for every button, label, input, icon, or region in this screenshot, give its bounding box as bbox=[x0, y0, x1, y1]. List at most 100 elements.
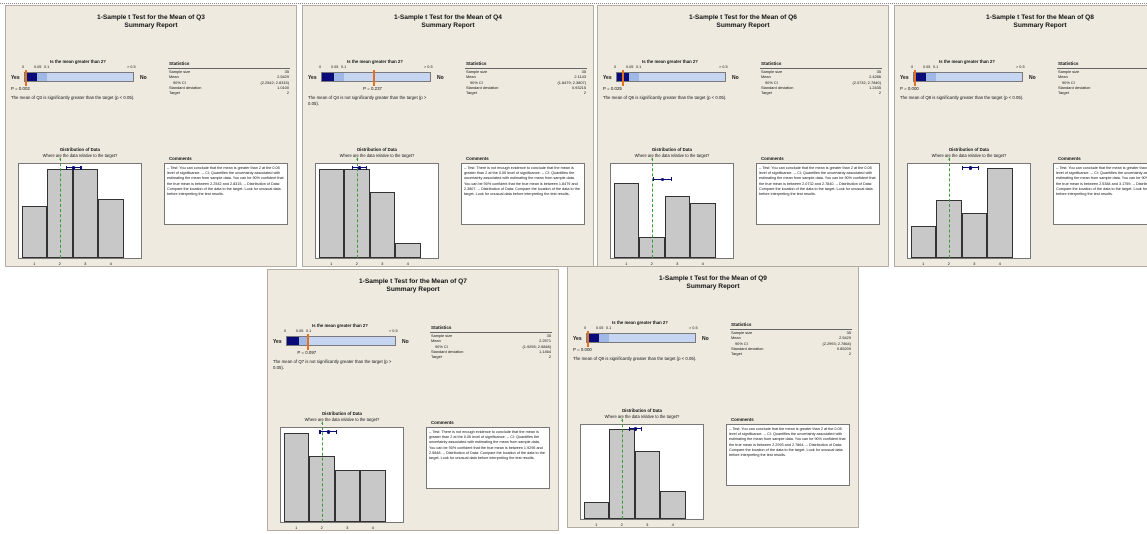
histogram-bar bbox=[660, 490, 686, 519]
p-value-marker bbox=[914, 70, 916, 86]
histogram-chart: 1 2 3 4 2 bbox=[280, 421, 404, 530]
p-value-text: P = 0.000 bbox=[573, 347, 592, 352]
statistics-value: 35 bbox=[546, 333, 551, 338]
report-title-main: 1-Sample t Test for the Mean of Q9 bbox=[659, 275, 767, 282]
statistics-table: Sample size 35 Mean 2.4286 90% CI (2.0732; 2.… bbox=[760, 68, 882, 95]
statistics-value: (1.9295; 2.5848) bbox=[522, 343, 551, 349]
ci-upper-cap bbox=[80, 165, 82, 170]
statistics-value: 2.5429 bbox=[839, 335, 851, 341]
histogram-bar bbox=[690, 203, 716, 258]
distribution-subtitle: Where are the data relative to the targe… bbox=[304, 417, 380, 422]
report-title: 1-Sample t Test for the Mean of Q3 Summar… bbox=[6, 14, 296, 29]
yes-label: Yes bbox=[603, 75, 612, 81]
yes-label: Yes bbox=[900, 75, 909, 81]
ci-lower-cap bbox=[352, 165, 354, 170]
statistics-table: Sample size 35 Mean 2.5429 90% CI (2.2993; 2.… bbox=[730, 329, 852, 356]
p-value-text: P = 0.097 bbox=[297, 350, 317, 355]
pvalue-scale-tick-label: 0 bbox=[614, 65, 617, 69]
histogram-bar bbox=[334, 470, 360, 522]
statistics-value: 2.1143 bbox=[574, 74, 586, 80]
comments-heading: Comments bbox=[431, 420, 454, 425]
statistics-row: 90% CI (2.0732; 2.7840) bbox=[760, 80, 882, 85]
histogram-x-tick: 3 bbox=[676, 261, 679, 266]
statistics-key: 90% CI bbox=[470, 79, 483, 85]
histogram-chart: 1 2 3 4 2 bbox=[315, 157, 439, 266]
target-line-label: 2 bbox=[320, 421, 323, 425]
statistics-key: Standard deviation bbox=[431, 348, 464, 354]
histogram-bar bbox=[21, 206, 47, 258]
no-label: No bbox=[437, 75, 444, 81]
histogram-x-tick: 1 bbox=[295, 525, 298, 530]
conclusion-text: The mean of Q4 is not significantly grea… bbox=[308, 95, 427, 107]
statistics-key: Target bbox=[169, 90, 180, 96]
statistics-row: Standard deviation 0.85209 bbox=[730, 346, 852, 351]
pvalue-scale-tick-label: 0.1 bbox=[636, 65, 642, 69]
conclusion-text: The mean of Q8 is significantly greater … bbox=[900, 95, 1024, 100]
ci-lower-cap bbox=[653, 177, 655, 182]
pvalue-scale-tick-label: 0 bbox=[911, 65, 914, 69]
statistics-row: 90% CI (1.9295; 2.5848) bbox=[430, 344, 552, 349]
comments-box: -- Test: There is not enough evidence to… bbox=[461, 163, 585, 225]
conclusion-text: The mean of Q3 is significantly greater … bbox=[11, 95, 135, 100]
comments-box: -- Test: You can conclude that the mean … bbox=[756, 163, 880, 225]
significant-zone bbox=[287, 337, 299, 345]
statistics-table: Sample size 35 Mean 2.2571 90% CI (1.9295; 2.… bbox=[430, 332, 552, 359]
report-title-main: 1-Sample t Test for the Mean of Q4 bbox=[394, 14, 502, 21]
top-dotted-border bbox=[0, 3, 1147, 4]
statistics-heading: Statistics bbox=[169, 61, 190, 66]
statistics-row: Standard deviation 0.93215 bbox=[465, 85, 587, 90]
target-line-label: 2 bbox=[947, 157, 950, 161]
histogram-x-tick: 2 bbox=[947, 261, 950, 266]
distribution-subtitle: Where are the data relative to the targe… bbox=[339, 153, 415, 158]
comments-heading: Comments bbox=[731, 417, 754, 422]
comments-heading: Comments bbox=[169, 156, 192, 161]
statistics-value: (2.2542; 2.8315) bbox=[260, 79, 289, 85]
significant-zone bbox=[587, 334, 599, 342]
ci-upper-cap bbox=[671, 177, 673, 182]
sample-mean-dot bbox=[660, 177, 665, 182]
ci-upper-cap bbox=[365, 165, 368, 170]
histogram-x-tick: 3 bbox=[346, 525, 349, 530]
pvalue-scale-tick-label: 0.05 bbox=[296, 329, 304, 333]
comments-box: -- Test: You can conclude that the mean … bbox=[164, 163, 288, 225]
statistics-row: Mean 2.1143 bbox=[465, 74, 587, 79]
statistics-key: Target bbox=[431, 354, 442, 360]
statistics-row: 90% CI (2.2993; 2.7864) bbox=[730, 341, 852, 346]
p-value-marker bbox=[587, 331, 589, 347]
statistics-key: Target bbox=[731, 351, 742, 357]
summary-report-panel: 1-Sample t Test for the Mean of Q3 Summar… bbox=[5, 5, 297, 267]
statistics-heading: Statistics bbox=[431, 325, 452, 330]
conclusion-text: The mean of Q7 is not significantly grea… bbox=[273, 359, 392, 371]
sample-mean-dot bbox=[357, 166, 362, 170]
histogram-bar bbox=[583, 502, 609, 519]
histogram-x-tick: 4 bbox=[671, 522, 674, 527]
histogram-bar bbox=[98, 198, 124, 258]
statistics-value: (2.0732; 2.7840) bbox=[852, 79, 881, 85]
borderline-zone bbox=[926, 73, 936, 81]
statistics-row: Standard deviation 1.0100 bbox=[168, 85, 290, 90]
confidence-interval bbox=[319, 429, 338, 434]
histogram-x-tick: 1 bbox=[330, 261, 333, 266]
statistics-row: Standard deviation 1.1464 bbox=[430, 349, 552, 354]
target-line-label: 2 bbox=[650, 157, 653, 161]
pvalue-scale-bar bbox=[913, 70, 1023, 86]
histogram-x-tick: 4 bbox=[109, 261, 112, 266]
histogram-x-tick: 3 bbox=[381, 261, 384, 266]
statistics-key: Mean bbox=[466, 74, 476, 80]
p-value-text: P = 0.237 bbox=[363, 86, 382, 91]
histogram-bar bbox=[318, 169, 344, 258]
histogram-x-tick: 4 bbox=[701, 261, 704, 266]
p-value-text: P = 0.000 bbox=[900, 86, 919, 91]
summary-report-panel: 1-Sample t Test for the Mean of Q6 Summar… bbox=[597, 5, 889, 267]
significant-zone bbox=[25, 73, 37, 81]
distribution-title: Distribution of Data bbox=[60, 147, 100, 152]
statistics-row: Standard deviation 1.2435 bbox=[760, 85, 882, 90]
statistics-key: Standard deviation bbox=[761, 84, 794, 90]
